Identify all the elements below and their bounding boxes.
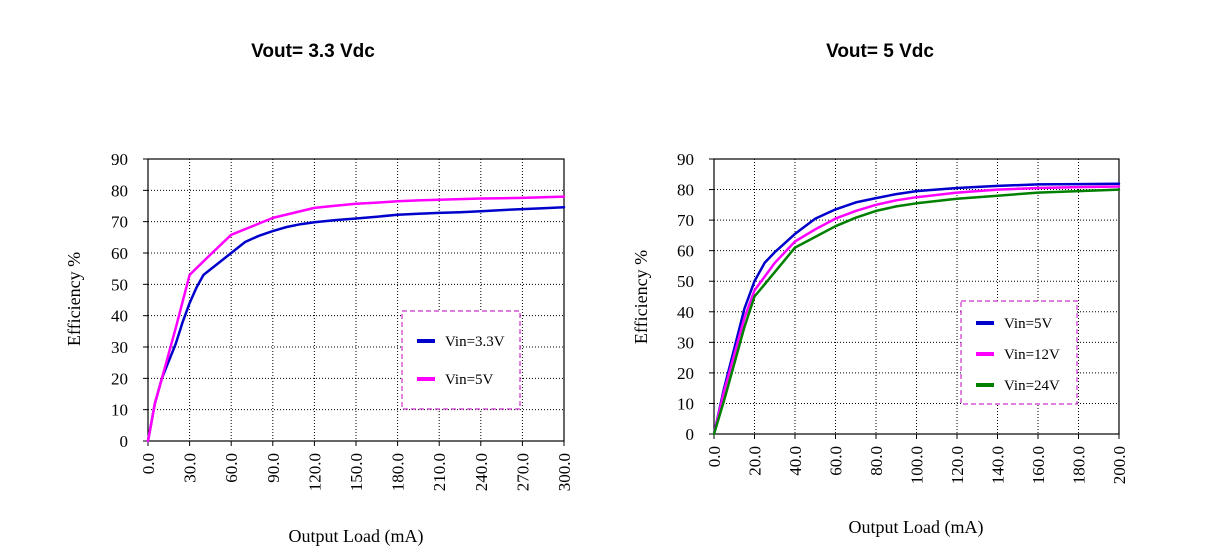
y-axis-label: Efficiency % (64, 252, 84, 346)
series-line-vin-12v (712, 185, 1121, 436)
x-tick-label: 30.0 (181, 453, 200, 483)
x-tick-label: 100.0 (908, 446, 927, 484)
chart-title: Vout= 3.3 Vdc (251, 41, 375, 62)
legend-label: Vin=5V (1004, 316, 1053, 332)
y-axis-label: Efficiency % (631, 250, 651, 344)
x-tick-label: 60.0 (222, 453, 241, 483)
y-tick-label: 90 (111, 150, 128, 169)
x-tick-label: 80.0 (867, 446, 886, 476)
legend-label: Vin=3.3V (445, 334, 505, 350)
y-tick-label: 10 (111, 401, 128, 420)
series-line-vin-24v (712, 188, 1121, 436)
x-tick-label: 60.0 (827, 446, 846, 476)
y-tick-label: 90 (677, 150, 694, 169)
y-tick-label: 80 (677, 181, 694, 200)
x-tick-label: 270.0 (513, 453, 532, 491)
x-tick-label: 180.0 (389, 453, 408, 491)
legend: Vin=3.3V Vin=5V (401, 310, 521, 410)
x-tick-label: 120.0 (948, 446, 967, 484)
chart-vout-3v3: Vout= 3.3 Vdc Output Load (mA) Efficienc… (64, 41, 574, 547)
x-axis-label: Output Load (mA) (849, 517, 984, 538)
x-tick-label: 0.0 (139, 453, 158, 474)
y-tick-label: 70 (111, 213, 128, 232)
legend: Vin=5V Vin=12V Vin=24V (960, 300, 1078, 405)
y-tick-label: 70 (677, 211, 694, 230)
x-tick-label: 200.0 (1110, 446, 1129, 484)
chart-title: Vout= 5 Vdc (826, 41, 934, 62)
x-tick-label: 40.0 (786, 446, 805, 476)
x-tick-label: 210.0 (430, 453, 449, 491)
series-line-vin-3-3v (146, 206, 566, 443)
x-tick-label: 90.0 (264, 453, 283, 483)
x-tick-label: 180.0 (1070, 446, 1089, 484)
y-tick-label: 20 (677, 364, 694, 383)
y-tick-label: 60 (677, 242, 694, 261)
y-tick-label: 50 (111, 275, 128, 294)
x-tick-label: 240.0 (472, 453, 491, 491)
x-tick-label: 160.0 (1029, 446, 1048, 484)
y-tick-label: 80 (111, 181, 128, 200)
y-tick-label: 60 (111, 244, 128, 263)
x-tick-label: 150.0 (347, 453, 366, 491)
legend-label: Vin=24V (1004, 378, 1060, 394)
y-tick-label: 30 (111, 338, 128, 357)
x-tick-label: 140.0 (989, 446, 1008, 484)
y-tick-label: 0 (686, 425, 695, 444)
series-line-vin-5v (146, 195, 566, 443)
x-tick-label: 20.0 (746, 446, 765, 476)
y-tick-label: 30 (677, 333, 694, 352)
x-tick-label: 300.0 (555, 453, 574, 491)
y-tick-label: 50 (677, 272, 694, 291)
y-tick-label: 0 (120, 432, 129, 451)
legend-label: Vin=12V (1004, 347, 1060, 363)
x-tick-label: 120.0 (305, 453, 324, 491)
legend-label: Vin=5V (445, 372, 494, 388)
legend-box (401, 310, 521, 410)
y-tick-label: 10 (677, 394, 694, 413)
series-line-vin-5v (712, 182, 1121, 436)
chart-vout-5v: Vout= 5 Vdc Output Load (mA) Efficiency … (631, 41, 1129, 538)
x-axis-label: Output Load (mA) (289, 526, 424, 547)
x-tick-label: 0.0 (705, 446, 724, 467)
y-tick-label: 20 (111, 369, 128, 388)
y-tick-label: 40 (677, 303, 694, 322)
y-tick-label: 40 (111, 307, 128, 326)
